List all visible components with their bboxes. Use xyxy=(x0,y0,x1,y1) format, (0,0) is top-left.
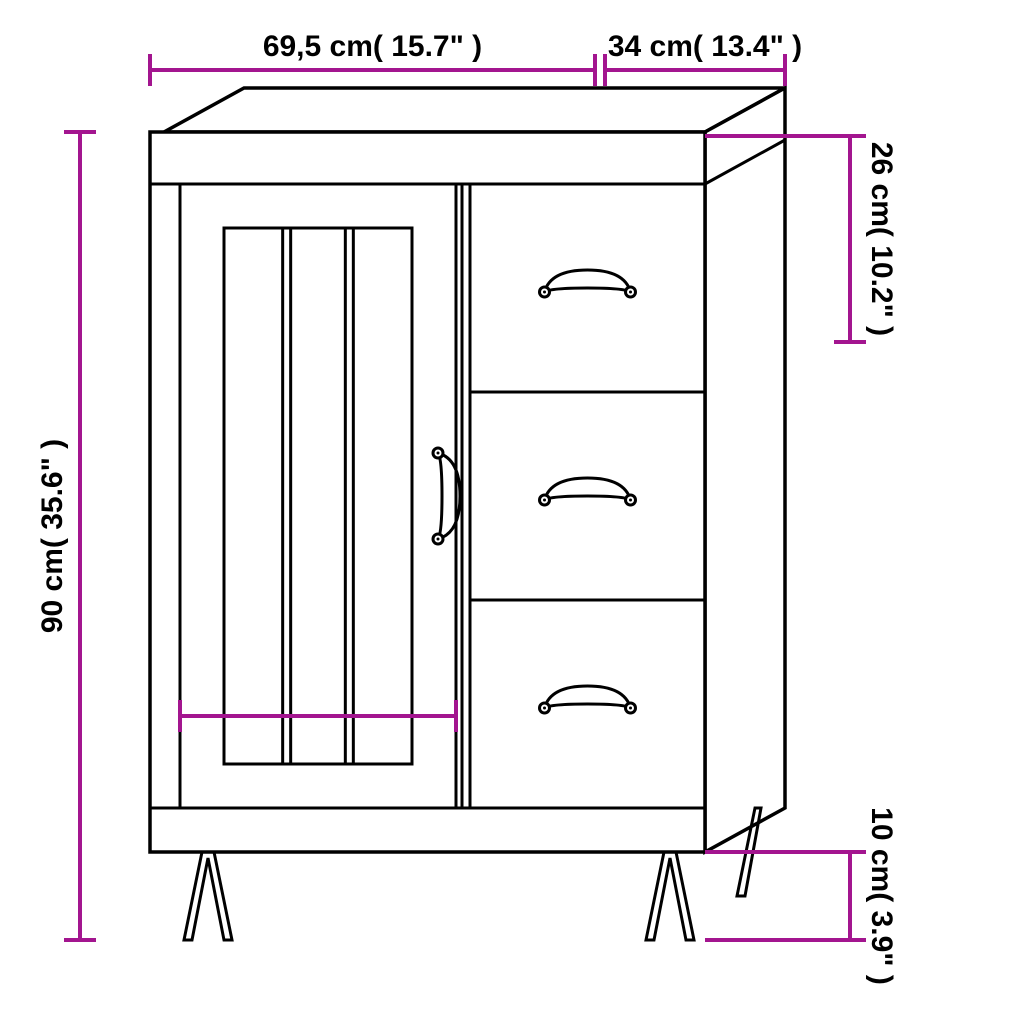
dim-label-depth: 34 cm( 13.4" ) xyxy=(608,30,802,63)
dim-label-height: 90 cm( 35.6" ) xyxy=(36,439,69,633)
dim-label-leg_h: 10 cm( 3.9" ) xyxy=(865,807,898,985)
furniture-dimension-diagram: 69,5 cm( 15.7" ) 34 cm( 13.4" ) 90 cm( 35.… xyxy=(0,0,1024,1024)
dim-label-drawer_h: 26 cm( 10.2" ) xyxy=(865,142,898,336)
dim-label-width: 69,5 cm( 15.7" ) xyxy=(263,30,482,63)
